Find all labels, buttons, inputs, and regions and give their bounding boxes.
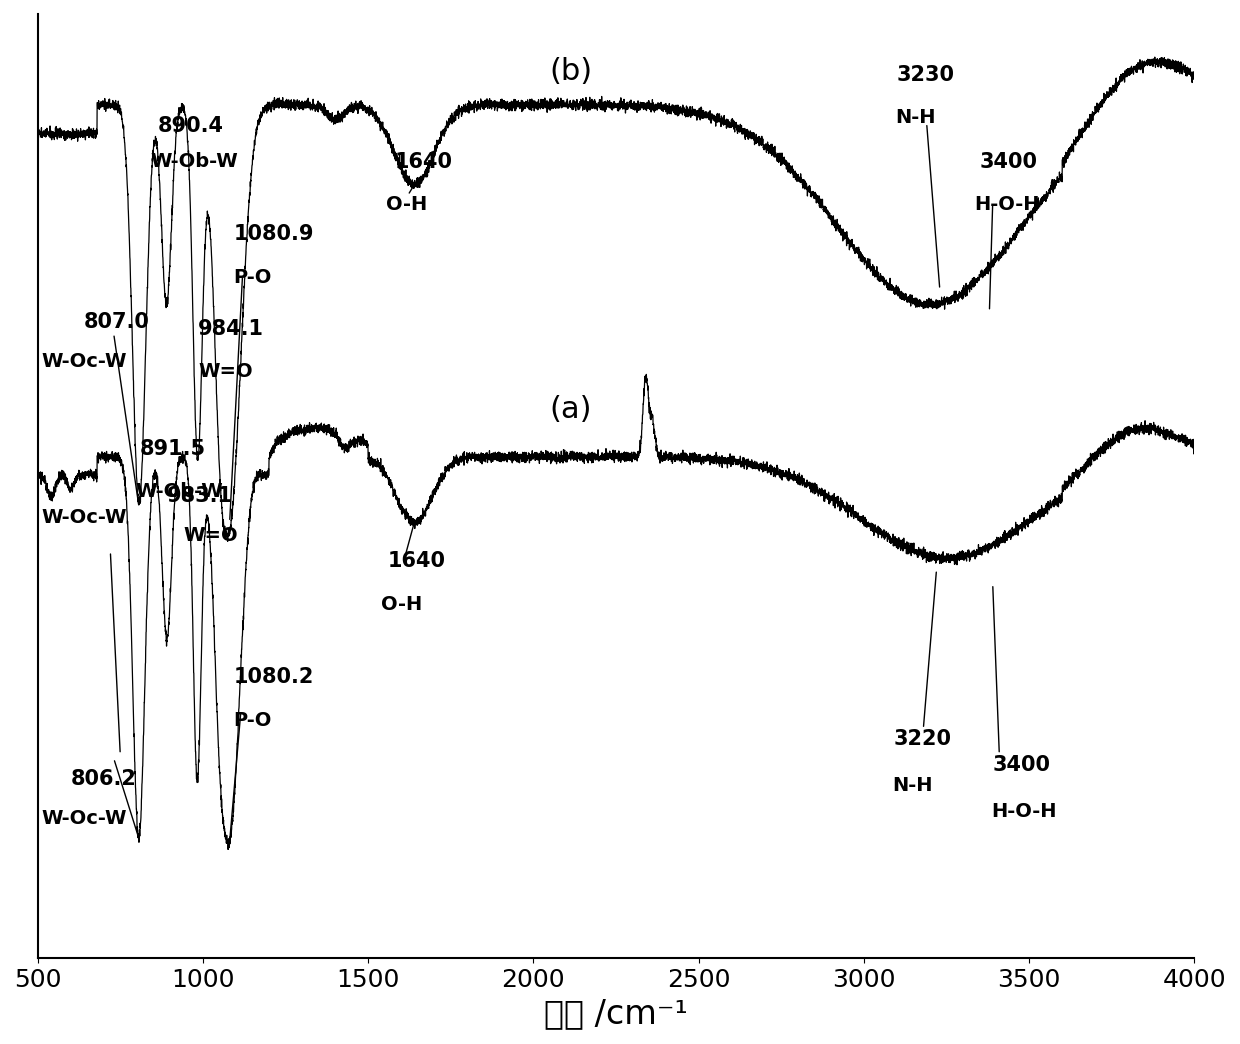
Text: 1640: 1640 — [388, 551, 446, 571]
Text: 3230: 3230 — [897, 65, 955, 85]
Text: W=O: W=O — [184, 526, 238, 545]
Text: 3400: 3400 — [993, 755, 1050, 775]
Text: O-H: O-H — [387, 195, 428, 214]
Text: O-H: O-H — [382, 595, 423, 614]
Text: H-O-H: H-O-H — [991, 802, 1056, 821]
Text: 983.1: 983.1 — [166, 485, 233, 506]
Text: N-H: N-H — [895, 109, 936, 127]
Text: (a): (a) — [549, 395, 593, 424]
Text: 3400: 3400 — [980, 151, 1038, 172]
Text: W-Oc-W: W-Oc-W — [41, 809, 126, 828]
Text: 1080.9: 1080.9 — [233, 224, 314, 244]
Text: (b): (b) — [549, 57, 593, 87]
Text: 890.4: 890.4 — [157, 116, 223, 136]
Text: 806.2: 806.2 — [71, 769, 136, 789]
Text: 1080.2: 1080.2 — [233, 667, 314, 687]
Text: W=O: W=O — [198, 362, 253, 381]
Text: H-O-H: H-O-H — [975, 195, 1040, 214]
Text: W-Oc-W: W-Oc-W — [41, 507, 126, 526]
Text: 1640: 1640 — [394, 151, 453, 172]
Text: P-O: P-O — [233, 268, 272, 287]
Text: W-Ob-W: W-Ob-W — [135, 482, 223, 501]
Text: 891.5: 891.5 — [140, 438, 206, 458]
Text: W-Oc-W: W-Oc-W — [41, 352, 126, 371]
Text: 984.1: 984.1 — [198, 318, 264, 339]
Text: W-Ob-W: W-Ob-W — [150, 151, 238, 171]
Text: N-H: N-H — [892, 777, 932, 796]
Text: P-O: P-O — [233, 711, 272, 730]
X-axis label: 波长 /cm⁻¹: 波长 /cm⁻¹ — [544, 997, 688, 1030]
Text: 3220: 3220 — [894, 729, 951, 750]
Text: 807.0: 807.0 — [84, 311, 150, 332]
